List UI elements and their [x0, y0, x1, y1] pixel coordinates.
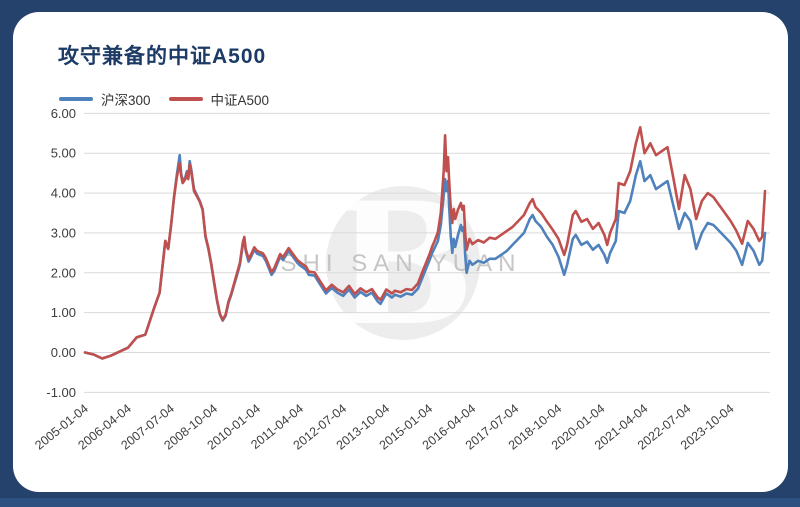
legend: 沪深300 中证A500 — [59, 89, 269, 109]
legend-label-hs300: 沪深300 — [101, 93, 151, 108]
y-tick-label: 1.00 — [51, 305, 76, 320]
legend-label-a500: 中证A500 — [210, 93, 270, 108]
y-tick-label: 5.00 — [51, 146, 76, 161]
legend-item-hs300: 沪深300 — [59, 89, 151, 109]
y-tick-label: -1.00 — [46, 385, 76, 400]
frame-bottom-edge — [0, 498, 800, 507]
legend-item-a500: 中证A500 — [168, 89, 270, 109]
hs300-line-swatch-icon — [59, 97, 93, 101]
y-tick-label: 0.00 — [51, 345, 76, 360]
y-tick-label: 2.00 — [51, 265, 76, 280]
page-title: 攻守兼备的中证A500 — [58, 45, 267, 68]
a500-line-swatch-icon — [168, 97, 203, 101]
y-tick-label: 6.00 — [51, 106, 76, 121]
y-tick-label: 3.00 — [51, 225, 76, 240]
y-tick-label: 4.00 — [51, 186, 76, 201]
series-line-a500 — [83, 126, 767, 360]
